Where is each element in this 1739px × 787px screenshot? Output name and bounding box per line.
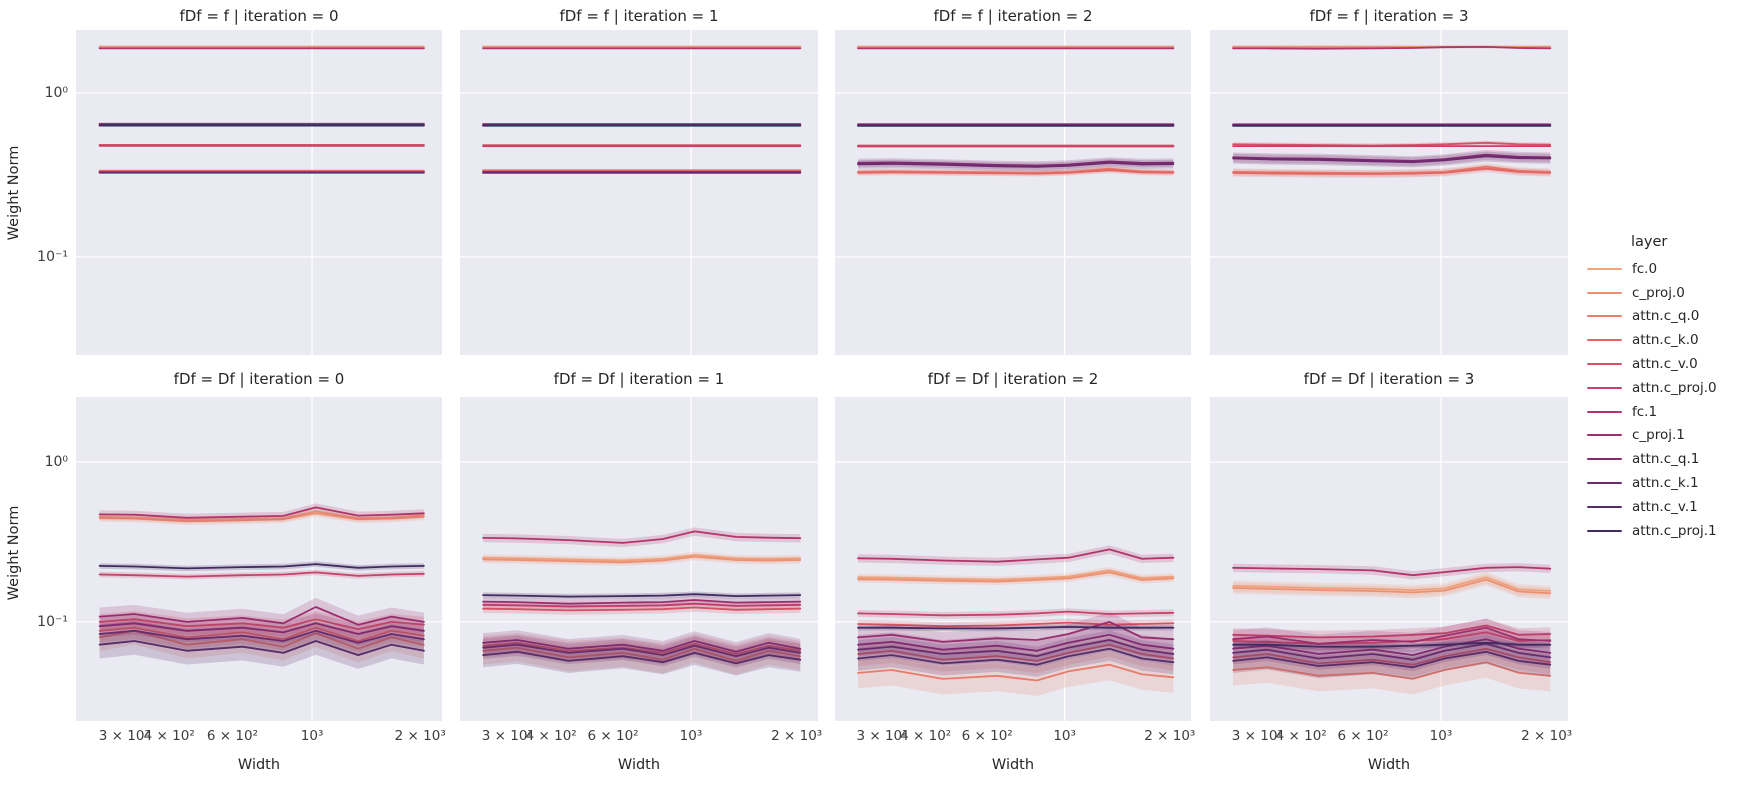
x-tick-label: 6 × 10²: [1337, 728, 1389, 744]
legend-swatch: [1587, 363, 1622, 366]
legend-entry-label: attn.c_q.1: [1632, 451, 1700, 468]
legend-swatch: [1587, 386, 1622, 389]
legend-entry-label: c_proj.1: [1632, 427, 1685, 444]
x-tick-label: 3 × 10²: [481, 728, 533, 744]
legend-entry: attn.c_k.0: [1587, 328, 1737, 352]
legend-entry: c_proj.1: [1587, 424, 1737, 448]
x-tick-label: 10³: [1429, 728, 1453, 744]
x-tick-label: 6 × 10²: [587, 728, 639, 744]
facet-panel: [76, 397, 442, 721]
legend-entry: attn.c_k.1: [1587, 471, 1737, 495]
x-tick-label: 6 × 10²: [961, 728, 1013, 744]
legend-swatch: [1587, 505, 1622, 508]
facet-title: fDf = Df | iteration = 2: [927, 370, 1099, 388]
facet-title: fDf = f | iteration = 1: [559, 7, 719, 25]
x-tick-label: 4 × 10²: [900, 728, 952, 744]
x-tick-label: 2 × 10³: [1521, 728, 1573, 744]
x-tick-label: 4 × 10²: [143, 728, 195, 744]
x-axis-label: Width: [1367, 757, 1411, 773]
x-axis-label: Width: [237, 757, 281, 773]
legend-swatch: [1587, 315, 1622, 318]
facet-panel: [1210, 30, 1568, 355]
legend-entry-label: attn.c_proj.0: [1632, 379, 1717, 396]
legend-entry-label: attn.c_proj.1: [1632, 522, 1717, 539]
x-axis-ticks: 3 × 10² 4 × 10² 6 × 10² 10³ 2 × 10³: [1210, 726, 1572, 750]
facet-panel: [460, 30, 818, 355]
facet-title: fDf = Df | iteration = 0: [173, 370, 345, 388]
x-tick-label: 6 × 10²: [206, 728, 258, 744]
legend-entry: fc.0: [1587, 257, 1737, 281]
y-tick-label: 10⁻¹: [37, 249, 68, 265]
x-tick-label: 4 × 10²: [525, 728, 577, 744]
legend-entry: attn.c_v.0: [1587, 352, 1737, 376]
y-tick-label: 10⁻¹: [37, 614, 68, 630]
y-tick-label: 10⁰: [44, 454, 68, 470]
legend-entry: attn.c_q.1: [1587, 447, 1737, 471]
legend-swatch: [1587, 529, 1622, 532]
legend-entry-label: attn.c_q.0: [1632, 308, 1700, 325]
legend-entry: attn.c_q.0: [1587, 305, 1737, 329]
legend-title: layer: [1631, 234, 1668, 250]
legend-swatch: [1587, 482, 1622, 485]
legend-entry: fc.1: [1587, 400, 1737, 424]
legend-entry-label: c_proj.0: [1632, 284, 1685, 301]
legend-entries: fc.0 c_proj.0 attn.c_q.0 attn.c_k.0 attn.c_v…: [1587, 257, 1737, 543]
x-axis-label: Width: [617, 757, 661, 773]
x-tick-label: 10³: [300, 728, 324, 744]
legend-swatch: [1587, 458, 1622, 461]
x-tick-label: 3 × 10²: [98, 728, 150, 744]
x-tick-label: 2 × 10³: [1144, 728, 1196, 744]
legend-swatch: [1587, 410, 1622, 413]
legend-swatch: [1587, 339, 1622, 342]
legend-entry-label: attn.c_k.0: [1632, 332, 1699, 349]
legend-entry: c_proj.0: [1587, 281, 1737, 305]
y-axis-label: Weight Norm: [6, 145, 22, 241]
legend-entry-label: fc.0: [1632, 260, 1658, 277]
legend-entry-label: attn.c_v.1: [1632, 498, 1698, 515]
legend-swatch: [1587, 291, 1622, 294]
x-axis-label: Width: [991, 757, 1035, 773]
facet-title: fDf = Df | iteration = 1: [553, 370, 725, 388]
x-axis-ticks: 3 × 10² 4 × 10² 6 × 10² 10³ 2 × 10³: [835, 726, 1195, 750]
legend-swatch: [1587, 434, 1622, 437]
legend-entry-label: attn.c_k.1: [1632, 475, 1699, 492]
legend-swatch: [1587, 267, 1622, 270]
x-tick-label: 10³: [679, 728, 703, 744]
legend-entry: attn.c_proj.0: [1587, 376, 1737, 400]
facet-title: fDf = f | iteration = 0: [179, 7, 339, 25]
facet-title: fDf = f | iteration = 2: [933, 7, 1093, 25]
x-axis-ticks: 3 × 10² 4 × 10² 6 × 10² 10³ 2 × 10³: [460, 726, 822, 750]
x-tick-label: 4 × 10²: [1275, 728, 1327, 744]
facet-panel: [460, 397, 818, 721]
x-tick-label: 3 × 10²: [1231, 728, 1283, 744]
facet-panel: [76, 30, 442, 355]
x-tick-label: 10³: [1053, 728, 1076, 744]
facet-title: fDf = Df | iteration = 3: [1303, 370, 1475, 388]
x-axis-ticks: 3 × 10² 4 × 10² 6 × 10² 10³ 2 × 10³: [76, 726, 446, 750]
legend-entry: attn.c_proj.1: [1587, 519, 1737, 543]
legend-entry-label: fc.1: [1632, 403, 1658, 420]
legend-entry-label: attn.c_v.0: [1632, 356, 1698, 373]
legend-entry: attn.c_v.1: [1587, 495, 1737, 519]
x-tick-label: 2 × 10³: [394, 728, 446, 744]
facet-title: fDf = f | iteration = 3: [1309, 7, 1469, 25]
facet-panel: [835, 397, 1191, 721]
facet-panel: [1210, 397, 1568, 721]
x-tick-label: 3 × 10²: [856, 728, 908, 744]
x-tick-label: 2 × 10³: [771, 728, 823, 744]
facet-panel: [835, 30, 1191, 355]
y-axis-label: Weight Norm: [6, 505, 22, 601]
y-tick-label: 10⁰: [44, 85, 68, 101]
